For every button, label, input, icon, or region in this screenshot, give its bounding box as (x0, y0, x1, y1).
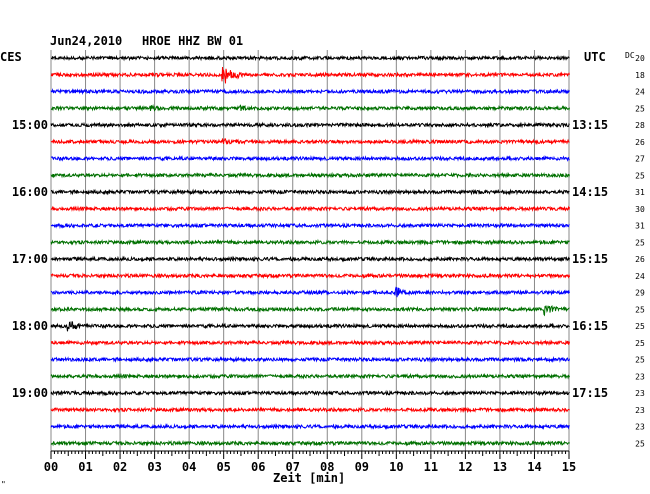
left-time-label: 17:00 (12, 252, 48, 266)
label-layer: Jun24,2010 HROE HHZ BW 01 CES UTC DC Zei… (0, 34, 645, 489)
x-tick-label: 12 (458, 460, 472, 474)
seismic-trace-row-21 (50, 406, 570, 414)
dc-value: 18 (635, 71, 645, 80)
dc-value: 26 (635, 138, 645, 147)
seismic-trace-row-8 (51, 188, 570, 196)
dc-value: 25 (635, 171, 645, 180)
x-tick-label: 15 (562, 460, 576, 474)
dc-value: 24 (635, 88, 645, 97)
right-time-label: 16:15 (572, 319, 608, 333)
right-timezone-label: UTC (584, 50, 606, 64)
time-grid (50, 50, 570, 451)
seismic-trace-row-15 (50, 305, 570, 317)
dc-value: 31 (635, 188, 645, 197)
x-tick-label: 09 (355, 460, 369, 474)
dc-value: 23 (635, 406, 645, 415)
dc-value: 28 (635, 121, 645, 130)
seismic-trace-row-11 (50, 238, 570, 246)
seismic-trace-row-16 (50, 321, 570, 332)
x-tick-label: 07 (286, 460, 300, 474)
left-time-label: 18:00 (12, 319, 48, 333)
header-station: HROE HHZ BW 01 (142, 34, 243, 48)
seismic-trace-row-1 (50, 66, 570, 84)
dc-value: 25 (635, 439, 645, 448)
right-time-label: 17:15 (572, 386, 608, 400)
x-tick-label: 01 (78, 460, 92, 474)
x-axis-title: Zeit [min] (273, 471, 345, 485)
seismic-trace-row-12 (50, 255, 570, 263)
dc-value: 23 (635, 372, 645, 381)
x-tick-label: 03 (147, 460, 161, 474)
dc-value: 25 (635, 305, 645, 314)
seismic-trace-row-18 (50, 355, 570, 364)
dc-value: 26 (635, 255, 645, 264)
x-tick-label: 08 (320, 460, 334, 474)
seismic-trace-row-6 (50, 154, 570, 163)
right-time-label: 15:15 (572, 252, 608, 266)
dc-value: 31 (635, 222, 645, 231)
dc-value: 23 (635, 423, 645, 432)
dc-value: 25 (635, 322, 645, 331)
x-tick-label: 13 (493, 460, 507, 474)
seismic-trace-row-14 (50, 286, 570, 298)
seismic-trace-row-23 (50, 439, 570, 447)
dc-value: 20 (635, 54, 645, 63)
dc-value: 25 (635, 104, 645, 113)
dc-value: 25 (635, 356, 645, 365)
right-time-label: 14:15 (572, 185, 608, 199)
seismic-trace-row-5 (50, 138, 570, 146)
seismic-trace-row-22 (50, 422, 570, 431)
seismic-trace-row-19 (50, 372, 570, 380)
seismic-trace-row-3 (50, 104, 570, 112)
x-tick-label: 10 (389, 460, 403, 474)
seismic-trace-row-9 (50, 205, 570, 213)
seismic-trace-row-13 (50, 272, 570, 280)
x-tick-label: 04 (182, 460, 196, 474)
dc-value: 25 (635, 238, 645, 247)
seismic-trace-row-4 (50, 121, 570, 129)
left-timezone-label: CES (0, 50, 22, 64)
dc-value: 25 (635, 339, 645, 348)
header-date: Jun24,2010 (50, 34, 122, 48)
x-tick-label: 05 (216, 460, 230, 474)
right-time-label: 13:15 (572, 118, 608, 132)
dc-value: 24 (635, 272, 645, 281)
x-tick-label: 06 (251, 460, 265, 474)
seismic-trace-row-2 (50, 88, 570, 96)
left-time-label: 19:00 (12, 386, 48, 400)
left-time-label: 15:00 (12, 118, 48, 132)
x-tick-label: 00 (44, 460, 58, 474)
dc-value: 29 (635, 289, 645, 298)
corner-mark: " (1, 480, 6, 489)
trace-layer (50, 54, 570, 447)
x-tick-label: 14 (527, 460, 541, 474)
dc-value: 30 (635, 205, 645, 214)
x-tick-label: 02 (113, 460, 127, 474)
dc-value: 23 (635, 389, 645, 398)
x-tick-label: 11 (424, 460, 438, 474)
seismic-trace-row-0 (50, 54, 570, 62)
seismic-trace-row-10 (50, 222, 570, 230)
x-axis: 00 01 02 03 04 05 06 07 08 09 10 11 12 13 14 15 (44, 450, 576, 474)
dc-header-label: DC (625, 51, 635, 60)
left-time-label: 16:00 (12, 185, 48, 199)
dc-value: 27 (635, 155, 645, 164)
seismic-trace-row-20 (50, 389, 570, 397)
seismic-trace-row-17 (50, 339, 570, 347)
seismic-trace-row-7 (50, 171, 570, 179)
